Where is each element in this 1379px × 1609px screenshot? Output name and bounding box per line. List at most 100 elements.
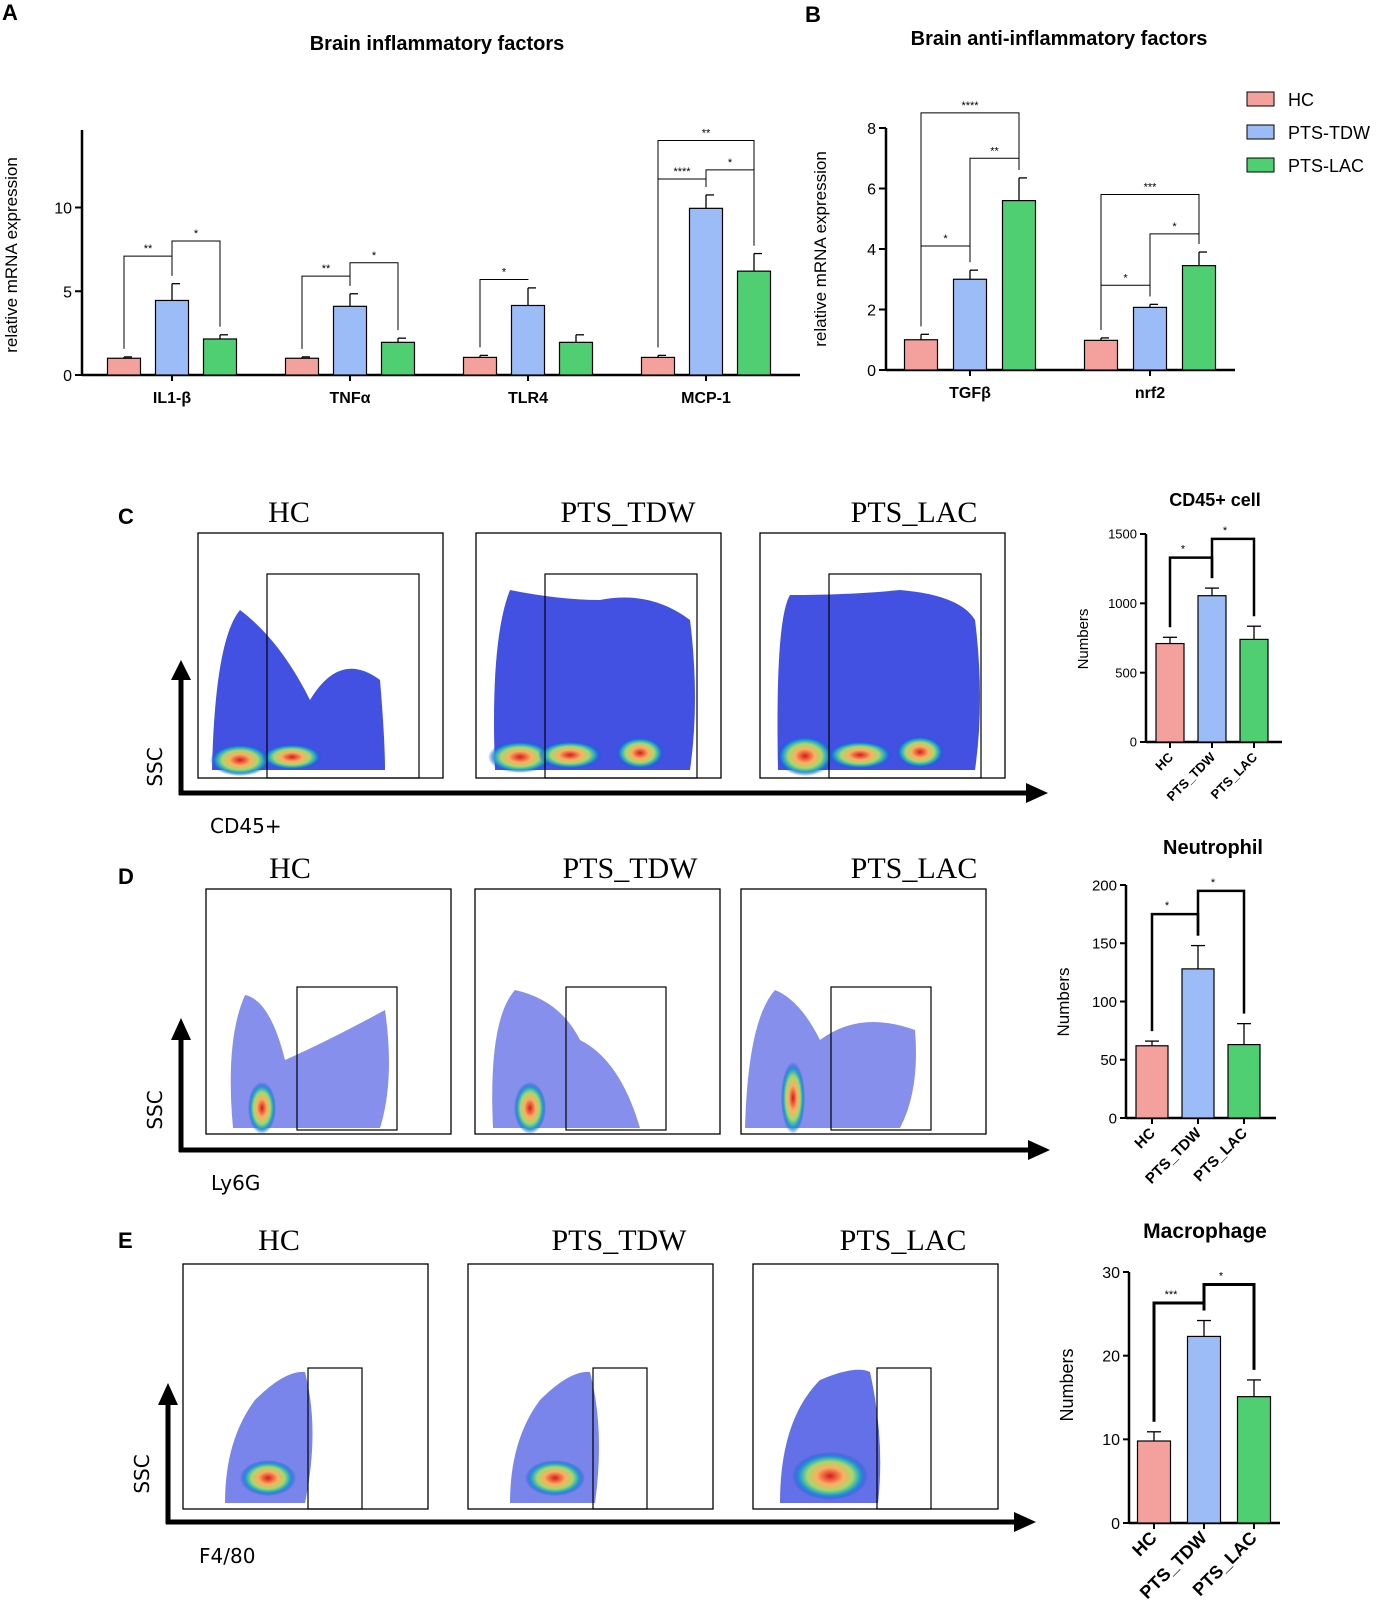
flow-e-pts-tdw-hotspot (525, 1460, 585, 1496)
flow-d-pts-tdw-plot (474, 888, 721, 1135)
significance-label: **** (961, 100, 979, 112)
flow-c-pts-lac-hotspot-1 (777, 736, 833, 776)
bar (1181, 968, 1215, 1119)
significance-label: *** (1144, 182, 1158, 194)
legend-swatch-pts-tdw (1246, 124, 1275, 140)
chart-c-title: CD45+ cell (1169, 490, 1261, 510)
flow-c-hc-plot (197, 532, 444, 779)
significance-label: * (943, 233, 948, 245)
significance-label: *** (1165, 1289, 1179, 1301)
bar (1186, 1335, 1222, 1524)
bar (462, 356, 498, 376)
x-tick-label: MCP-1 (681, 390, 731, 407)
chart-e-ylabel: Numbers (1057, 1348, 1077, 1421)
legend-swatch-pts-lac (1246, 157, 1275, 173)
flow-d-y-arrowhead (171, 1018, 191, 1040)
flow-e-label-pts-lac: PTS_LAC (840, 1224, 967, 1257)
bar (202, 338, 238, 376)
flow-e-pts-lac-plot (752, 1263, 999, 1510)
significance-label: * (1181, 544, 1186, 556)
y-tick-label: 100 (1092, 994, 1117, 1011)
flow-c-pts-lac-hotspot-2 (828, 741, 892, 769)
bar (1132, 306, 1168, 371)
y-tick-label: 200 (1092, 877, 1117, 894)
significance-label: ** (702, 128, 711, 140)
flow-c-pts-lac-plot (759, 532, 1006, 779)
bar (1135, 1045, 1169, 1119)
significance-label: * (1172, 221, 1177, 233)
bar (1181, 265, 1217, 371)
chart-e-title: Macrophage (1143, 1220, 1267, 1243)
y-tick-label: 0 (1111, 1516, 1120, 1533)
chart-d-ylabel: Numbers (1054, 968, 1073, 1037)
significance-label: ** (322, 263, 331, 275)
y-tick-label: 150 (1092, 936, 1117, 953)
bar (952, 278, 988, 371)
y-tick-label: 10 (54, 201, 72, 218)
flow-e-pts-tdw-plot (467, 1263, 714, 1510)
chart-b-ylabel: relative mRNA expression (811, 151, 830, 347)
chart-d-title: Neutrophil (1163, 837, 1263, 859)
flow-c-x-arrowhead (1026, 783, 1048, 803)
bar (1083, 339, 1119, 371)
x-tick-label: nrf2 (1135, 385, 1165, 402)
bar (1239, 638, 1269, 743)
chart-a-ylabel: relative mRNA expression (2, 157, 21, 353)
bar (106, 357, 142, 376)
y-tick-label: 2 (867, 303, 876, 320)
significance-bracket (1202, 1283, 1256, 1370)
y-tick-label: 0 (1130, 735, 1137, 750)
flow-e-pts-tdw-gate (592, 1367, 648, 1510)
significance-bracket (920, 112, 1020, 327)
flow-e-label-pts-tdw: PTS_TDW (552, 1224, 688, 1257)
y-tick-label: 0 (867, 363, 876, 380)
flow-c-pts-lac-hotspot-3 (896, 736, 944, 768)
bar (640, 356, 676, 376)
significance-bracket (171, 240, 221, 327)
significance-label: ** (990, 145, 999, 157)
flow-c-pts-tdw-hotspot-3 (616, 737, 664, 769)
bar (688, 207, 724, 376)
flow-c-hc-cloud (212, 610, 385, 770)
x-tick-label: PTS_LAC (1208, 749, 1261, 802)
panel-letter-c: C (118, 504, 134, 529)
flow-e-x-axis-label: F4/80 (199, 1544, 255, 1568)
y-tick-label: 30 (1102, 1265, 1120, 1282)
legend-label-pts-lac: PTS-LAC (1288, 156, 1364, 176)
flow-e-y-axis-label: SSC (130, 1454, 154, 1493)
y-tick-label: 0 (63, 368, 72, 385)
x-tick-label: TNFα (330, 390, 371, 407)
flow-d-label-pts-lac: PTS_LAC (851, 852, 978, 885)
flow-c-x-axis-label: CD45+ (210, 814, 282, 838)
panel-c: C HC PTS_TDW PTS_LAC (118, 490, 1282, 838)
panel-e: E HC PTS_TDW PTS_LAC SSC F4/80 Macropha (118, 1220, 1280, 1603)
significance-bracket (657, 140, 755, 348)
bar (332, 305, 368, 376)
significance-bracket (1196, 889, 1246, 1014)
significance-label: * (1223, 525, 1228, 537)
flow-e-pts-lac-hotspot (792, 1452, 868, 1500)
significance-label: * (502, 267, 507, 279)
bar (380, 341, 416, 376)
significance-bracket (1210, 537, 1256, 617)
x-tick-label: TGFβ (949, 385, 991, 402)
panel-letter-a: A (2, 0, 18, 25)
flow-c-hc-gate (266, 573, 420, 779)
flow-c-label-pts-tdw: PTS_TDW (561, 496, 697, 529)
flow-c-pts-tdw-hotspot-2 (538, 741, 602, 769)
panel-letter-d: D (118, 864, 134, 889)
flow-d-pts-tdw-hotspot (514, 1082, 546, 1134)
significance-label: **** (673, 166, 691, 178)
bar (154, 299, 190, 376)
y-tick-label: 4 (867, 242, 876, 259)
flow-e-label-hc: HC (258, 1224, 300, 1257)
x-tick-label: HC (1131, 1125, 1158, 1152)
bar (1155, 642, 1185, 743)
x-tick-label: HC (1128, 1528, 1161, 1561)
